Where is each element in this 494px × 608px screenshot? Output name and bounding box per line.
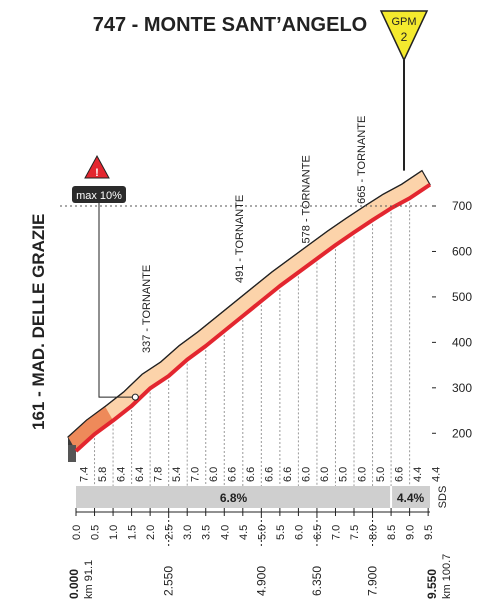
x-tick-label: 5.0 bbox=[256, 525, 268, 540]
summary-gradient-label: 4.4% bbox=[397, 491, 425, 505]
x-tick-label: 6.0 bbox=[293, 525, 305, 540]
segment-gradient-label: 6.4 bbox=[134, 467, 146, 482]
segment-gradient-label: 5.0 bbox=[338, 467, 350, 482]
profile-fill-area bbox=[76, 184, 430, 486]
profile-layer bbox=[67, 169, 432, 462]
segment-gradient-label: 6.4 bbox=[115, 467, 127, 482]
segment-gradient-label: 6.6 bbox=[264, 467, 276, 482]
finish-km-race: km 100.7 bbox=[441, 554, 453, 599]
gradient-band-layer: 6.8% 4.4% bbox=[76, 486, 430, 508]
max-gradient-pointer bbox=[98, 203, 136, 398]
gpm-triangle-icon bbox=[379, 10, 429, 62]
start-km-race: km 91.1 bbox=[83, 560, 95, 599]
tornante-annotation: 491 - TORNANTE bbox=[234, 195, 246, 283]
y-tick-label: 500 bbox=[452, 290, 472, 304]
y-tick-label: 400 bbox=[452, 335, 472, 349]
max-gradient-box bbox=[72, 186, 126, 203]
x-tick-label: 1.0 bbox=[108, 525, 120, 540]
x-tick-label: 9.5 bbox=[423, 525, 435, 540]
x-tick-label: 0.0 bbox=[71, 525, 83, 540]
x-tick-label: 5.5 bbox=[275, 525, 287, 540]
segment-gradient-label: 5.0 bbox=[375, 467, 387, 482]
x-tick-label: 2.5 bbox=[164, 525, 176, 540]
segment-gradient-label: 6.0 bbox=[319, 467, 331, 482]
tornante-annotation: 578 - TORNANTE bbox=[301, 155, 313, 243]
y-tick-label: 200 bbox=[452, 426, 472, 440]
warning-triangle-icon bbox=[84, 154, 110, 179]
x-tick-label: 0.5 bbox=[90, 525, 102, 540]
segment-gradient-label: 6.0 bbox=[208, 467, 220, 482]
gpm-category: 2 bbox=[401, 30, 408, 44]
x-tick-label: 4.0 bbox=[219, 525, 231, 540]
axis-layer: 200 300 400 500 600 700 0.0 0.5 1.0 1.5 2.0 2.5 3.0 3… bbox=[60, 60, 472, 596]
tornante-annotation: 665 - TORNANTE bbox=[356, 116, 368, 204]
start-km-relative: 0.000 bbox=[67, 569, 81, 599]
secondary-tick-label: 4.900 bbox=[254, 566, 268, 596]
max-gradient-badge: ! max 10% bbox=[72, 154, 126, 203]
segment-gradient-label: 6.6 bbox=[282, 467, 294, 482]
sds-label: SDS bbox=[437, 486, 449, 509]
warning-exclamation: ! bbox=[95, 167, 99, 179]
secondary-tick-label: 2.550 bbox=[162, 566, 176, 596]
x-tick-label: 9.0 bbox=[405, 525, 417, 540]
start-location-label: 161 - MAD. DELLE GRAZIE bbox=[29, 214, 48, 430]
gradient-band bbox=[76, 486, 430, 508]
gpm-badge: GPM 2 bbox=[379, 10, 429, 62]
segment-gradient-label: 7.4 bbox=[78, 467, 90, 482]
gpm-label: GPM bbox=[391, 16, 416, 28]
segment-gradient-label: 4.4 bbox=[430, 467, 442, 482]
y-tick-label: 300 bbox=[452, 381, 472, 395]
x-tick-label: 2.0 bbox=[145, 525, 157, 540]
summary-gradient-label: 6.8% bbox=[220, 491, 248, 505]
max-gradient-marker bbox=[131, 393, 139, 401]
segment-gradient-label: 7.8 bbox=[152, 467, 164, 482]
profile-red-line bbox=[74, 182, 432, 453]
chart-title: 747 - MONTE SANT’ANGELO bbox=[93, 14, 367, 36]
x-tick-label: 6.5 bbox=[312, 525, 324, 540]
segment-gradient-label: 7.0 bbox=[189, 467, 201, 482]
y-tick-label: 700 bbox=[452, 199, 472, 213]
x-tick-label: 4.5 bbox=[238, 525, 250, 540]
x-tick-label: 7.5 bbox=[349, 525, 361, 540]
tornante-annotation: 337 - TORNANTE bbox=[141, 265, 153, 353]
x-tick-label: 8.0 bbox=[368, 525, 380, 540]
finish-km-relative: 9.550 bbox=[425, 569, 439, 599]
x-tick-label: 1.5 bbox=[127, 525, 139, 540]
segment-gradient-label: 6.6 bbox=[227, 467, 239, 482]
profile-upper-edge bbox=[67, 170, 423, 438]
stripes-layer bbox=[76, 184, 430, 486]
x-tick-label: 3.5 bbox=[201, 525, 213, 540]
max-gradient-text: max 10% bbox=[76, 190, 122, 202]
secondary-tick-label: 6.350 bbox=[310, 566, 324, 596]
profile-left-block bbox=[68, 445, 76, 462]
profile-steep-section bbox=[68, 406, 114, 451]
y-tick-label: 600 bbox=[452, 244, 472, 258]
secondary-tick-label: 7.900 bbox=[366, 566, 380, 596]
segment-gradient-label: 4.4 bbox=[412, 467, 424, 482]
segment-gradient-label: 6.6 bbox=[393, 467, 405, 482]
x-tick-label: 3.0 bbox=[182, 525, 194, 540]
segment-gradient-label: 5.8 bbox=[97, 467, 109, 482]
segment-gradient-label: 6.0 bbox=[356, 467, 368, 482]
x-tick-label: 7.0 bbox=[330, 525, 342, 540]
segment-gradient-label: 6.0 bbox=[301, 467, 313, 482]
segment-gradient-label: 5.4 bbox=[171, 467, 183, 482]
labels-layer: 7.4 5.8 6.4 6.4 7.8 5.4 7.0 6.0 6.6 6.6 6.6 6.6 6.0 6… bbox=[78, 116, 442, 482]
x-tick-label: 8.5 bbox=[386, 525, 398, 540]
segment-gradient-label: 6.6 bbox=[245, 467, 257, 482]
